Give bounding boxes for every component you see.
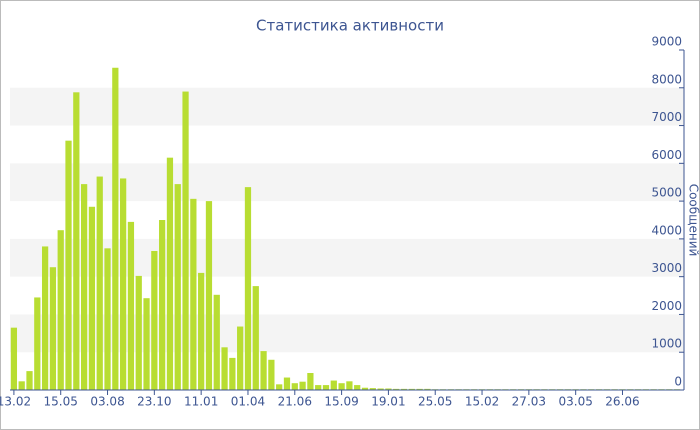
chart-title: Статистика активности: [256, 17, 444, 35]
bar: [221, 347, 228, 390]
x-tick-label: 15.05: [44, 395, 78, 409]
bar: [18, 381, 25, 390]
bar: [252, 286, 259, 390]
bar: [73, 92, 80, 391]
bar: [361, 387, 369, 390]
y-tick-label: 8000: [651, 72, 682, 86]
x-tick-label: 15.02: [465, 395, 499, 409]
bar: [322, 385, 330, 390]
x-tick-label: 25.05: [418, 395, 452, 409]
y-tick-label: 2000: [651, 299, 682, 313]
bar: [416, 388, 423, 390]
x-tick-label: 21.06: [278, 395, 312, 409]
bar: [369, 388, 376, 390]
bar: [237, 326, 244, 390]
x-tick-label: 19.01: [371, 395, 405, 409]
x-tick-label: 13.02: [0, 395, 31, 409]
x-tick-label: 23.10: [137, 395, 171, 409]
bar: [57, 230, 64, 390]
x-tick-label: 27.03: [512, 395, 546, 409]
bar: [198, 272, 205, 390]
bar: [205, 201, 213, 390]
y-tick-label: 9000: [651, 35, 682, 49]
bar: [41, 246, 49, 390]
y-tick-label: 3000: [651, 261, 682, 275]
x-tick-label: 03.05: [558, 395, 592, 409]
bar: [49, 267, 57, 390]
bar: [120, 178, 127, 390]
y-tick-label: 0: [674, 375, 682, 389]
bar: [135, 275, 142, 390]
bar: [151, 250, 158, 390]
y-tick-label: 5000: [651, 186, 682, 200]
bar: [81, 184, 88, 390]
bar: [400, 388, 408, 390]
bar: [229, 357, 236, 390]
bar: [182, 91, 189, 391]
x-tick-label: 01.04: [231, 395, 265, 409]
bar: [166, 157, 174, 390]
bar: [315, 385, 322, 390]
y-tick-label: 6000: [651, 148, 682, 162]
bar: [299, 381, 306, 390]
y-tick-label: 4000: [651, 223, 682, 237]
bar: [96, 176, 103, 390]
y-tick-label: 1000: [651, 337, 682, 351]
bar: [307, 373, 314, 390]
y-tick-label: 7000: [651, 110, 682, 124]
bar: [377, 388, 384, 390]
bar: [213, 294, 220, 390]
bar: [283, 377, 291, 390]
bar: [385, 388, 392, 390]
bar: [26, 371, 33, 390]
bar: [268, 359, 275, 390]
bar: [104, 248, 111, 390]
x-tick-label: 26.06: [605, 395, 639, 409]
bar: [10, 327, 18, 390]
grid-band: [10, 87, 684, 126]
x-tick-label: 03.08: [90, 395, 124, 409]
bar: [346, 381, 353, 390]
bar: [127, 221, 135, 390]
grid-band: [10, 314, 684, 353]
bar: [65, 140, 72, 390]
y-axis-label: Сообщений: [687, 184, 700, 257]
bar: [408, 388, 415, 390]
bar: [190, 198, 197, 390]
bar: [424, 388, 431, 390]
bar: [330, 380, 337, 390]
bar: [276, 384, 283, 390]
bar: [112, 67, 119, 390]
grid-band: [10, 238, 684, 277]
bar: [354, 385, 361, 390]
bar: [291, 383, 298, 390]
bar: [159, 220, 166, 390]
bar: [393, 388, 400, 390]
bar: [244, 187, 252, 390]
bar: [143, 298, 150, 390]
x-tick-label: 15.09: [324, 395, 358, 409]
bar: [88, 206, 96, 390]
bar: [34, 297, 41, 390]
bar: [174, 184, 181, 390]
grid-band: [10, 163, 684, 202]
x-tick-label: 11.01: [184, 395, 218, 409]
bar: [338, 383, 345, 390]
bar: [260, 351, 267, 390]
